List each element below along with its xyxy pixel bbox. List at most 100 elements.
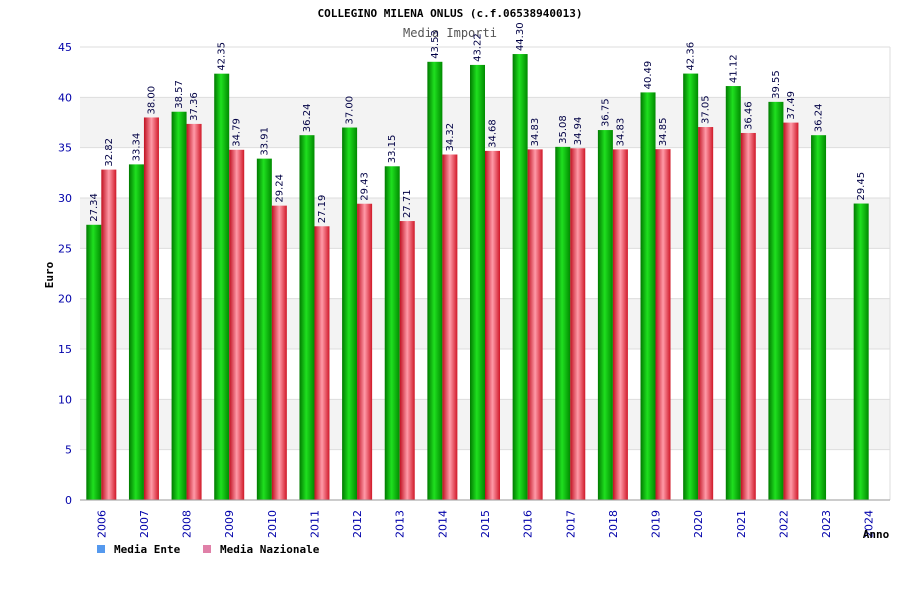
x-tick-label: 2024 [863, 510, 876, 538]
y-tick-label: 40 [58, 91, 72, 104]
y-tick-label: 5 [65, 444, 72, 457]
bar-value-label: 27.71 [402, 189, 413, 218]
legend: Media Ente Media Nazionale [97, 543, 320, 556]
bar-media-ente [214, 73, 230, 500]
x-tick-label: 2017 [564, 510, 577, 538]
bar-media-nazionale [442, 154, 458, 500]
bar-media-ente [640, 92, 656, 500]
legend-label-media-ente: Media Ente [114, 543, 181, 556]
x-tick-label: 2019 [650, 510, 663, 538]
bar-value-label: 38.00 [146, 86, 157, 115]
y-tick-label: 35 [58, 142, 72, 155]
legend-swatch-media-nazionale [203, 545, 211, 553]
bar-value-label: 37.05 [701, 95, 712, 124]
bar-media-ente [256, 158, 272, 500]
y-tick-labels: 0 5 10 15 20 25 30 35 40 45 [58, 41, 72, 507]
bar-media-nazionale [698, 127, 714, 500]
bar-media-ente [853, 203, 869, 500]
bar-value-label: 43.53 [430, 30, 441, 59]
bar-value-label: 37.00 [345, 96, 356, 125]
bar-value-label: 35.08 [558, 115, 569, 144]
bar-media-nazionale [740, 132, 756, 500]
y-tick-label: 25 [58, 242, 72, 255]
x-tick-label: 2006 [95, 510, 108, 538]
x-tick-label: 2018 [607, 510, 620, 538]
x-axis-label: Anno [863, 528, 890, 541]
bar-value-label: 44.30 [515, 22, 526, 51]
x-tick-label: 2009 [223, 510, 236, 538]
bar-value-label: 36.46 [743, 101, 754, 130]
bar-value-label: 34.68 [488, 119, 499, 148]
bar-value-label: 33.15 [387, 135, 398, 164]
bar-value-label: 43.22 [473, 33, 484, 62]
bar-value-label: 36.24 [814, 104, 825, 133]
x-tick-label: 2014 [436, 510, 449, 538]
x-tick-label: 2007 [138, 510, 151, 538]
bar-value-label: 36.75 [600, 98, 611, 127]
y-tick-label: 45 [58, 41, 72, 54]
bar-value-label: 34.83 [615, 118, 626, 147]
x-tick-label: 2011 [308, 510, 321, 538]
bar-value-label: 34.94 [573, 117, 584, 146]
bar-media-ente [512, 54, 528, 501]
bar-value-label: 29.43 [360, 172, 371, 201]
bar-media-ente [128, 164, 144, 501]
chart-title: COLLEGINO MILENA ONLUS (c.f.06538940013) [318, 7, 583, 20]
bar-value-label: 36.24 [302, 104, 313, 133]
bar-media-nazionale [271, 205, 287, 500]
x-tick-label: 2023 [820, 510, 833, 538]
bar-media-nazionale [101, 169, 117, 500]
bar-value-label: 37.49 [786, 91, 797, 120]
bar-media-nazionale [570, 148, 586, 500]
x-tick-label: 2020 [692, 510, 705, 538]
bar-value-label: 41.12 [728, 54, 739, 83]
bar-media-ente [683, 73, 699, 501]
bar-value-label: 38.57 [174, 80, 185, 109]
y-tick-label: 20 [58, 293, 72, 306]
x-tick-label: 2008 [181, 510, 194, 538]
x-tick-label: 2015 [479, 510, 492, 538]
bar-media-ente [811, 135, 827, 500]
bar-media-nazionale [783, 122, 799, 500]
bar-value-label: 42.35 [217, 42, 228, 71]
bar-value-label: 27.19 [317, 195, 328, 224]
y-tick-label: 0 [65, 494, 72, 507]
x-tick-labels: 2006 2007 2008 2009 2010 2011 2012 2013 2014 2015… [95, 510, 875, 538]
bar-value-label: 33.34 [131, 133, 142, 162]
bar-media-nazionale [229, 149, 245, 500]
bars-group [86, 54, 869, 501]
bar-media-ente [342, 127, 358, 501]
bar-media-ente [86, 224, 102, 500]
bar-media-nazionale [186, 123, 202, 500]
legend-swatch-media-ente [97, 545, 105, 553]
x-tick-label: 2010 [266, 510, 279, 538]
bar-media-nazionale [612, 149, 628, 501]
value-labels: 27.34 32.82 33.34 38.00 38.57 37.36 42.35 34.79… [89, 22, 867, 223]
bar-media-ente [470, 64, 485, 500]
bar-media-ente [768, 101, 784, 500]
bar-media-nazionale [399, 221, 415, 500]
bar-media-nazionale [485, 150, 500, 500]
y-tick-label: 15 [58, 343, 72, 356]
x-tick-label: 2013 [394, 510, 407, 538]
bar-media-nazionale [143, 117, 159, 500]
bar-media-ente [384, 166, 400, 501]
bar-value-label: 34.83 [530, 118, 541, 147]
bar-media-nazionale [357, 203, 373, 500]
bar-value-label: 34.85 [658, 118, 669, 147]
bar-media-nazionale [527, 149, 543, 501]
x-tick-label: 2012 [351, 510, 364, 538]
bar-value-label: 27.34 [89, 193, 100, 222]
bar-media-ente [171, 111, 187, 500]
bar-media-ente [597, 130, 613, 501]
y-axis-label: Euro [43, 261, 56, 288]
bar-value-label: 42.36 [686, 42, 697, 71]
bar-media-nazionale [314, 226, 330, 500]
bar-value-label: 37.36 [189, 92, 200, 121]
y-tick-label: 30 [58, 192, 72, 205]
bar-media-ente [725, 86, 741, 501]
bar-value-label: 32.82 [104, 138, 115, 167]
bar-value-label: 34.32 [445, 123, 456, 152]
bar-value-label: 29.45 [856, 172, 867, 201]
